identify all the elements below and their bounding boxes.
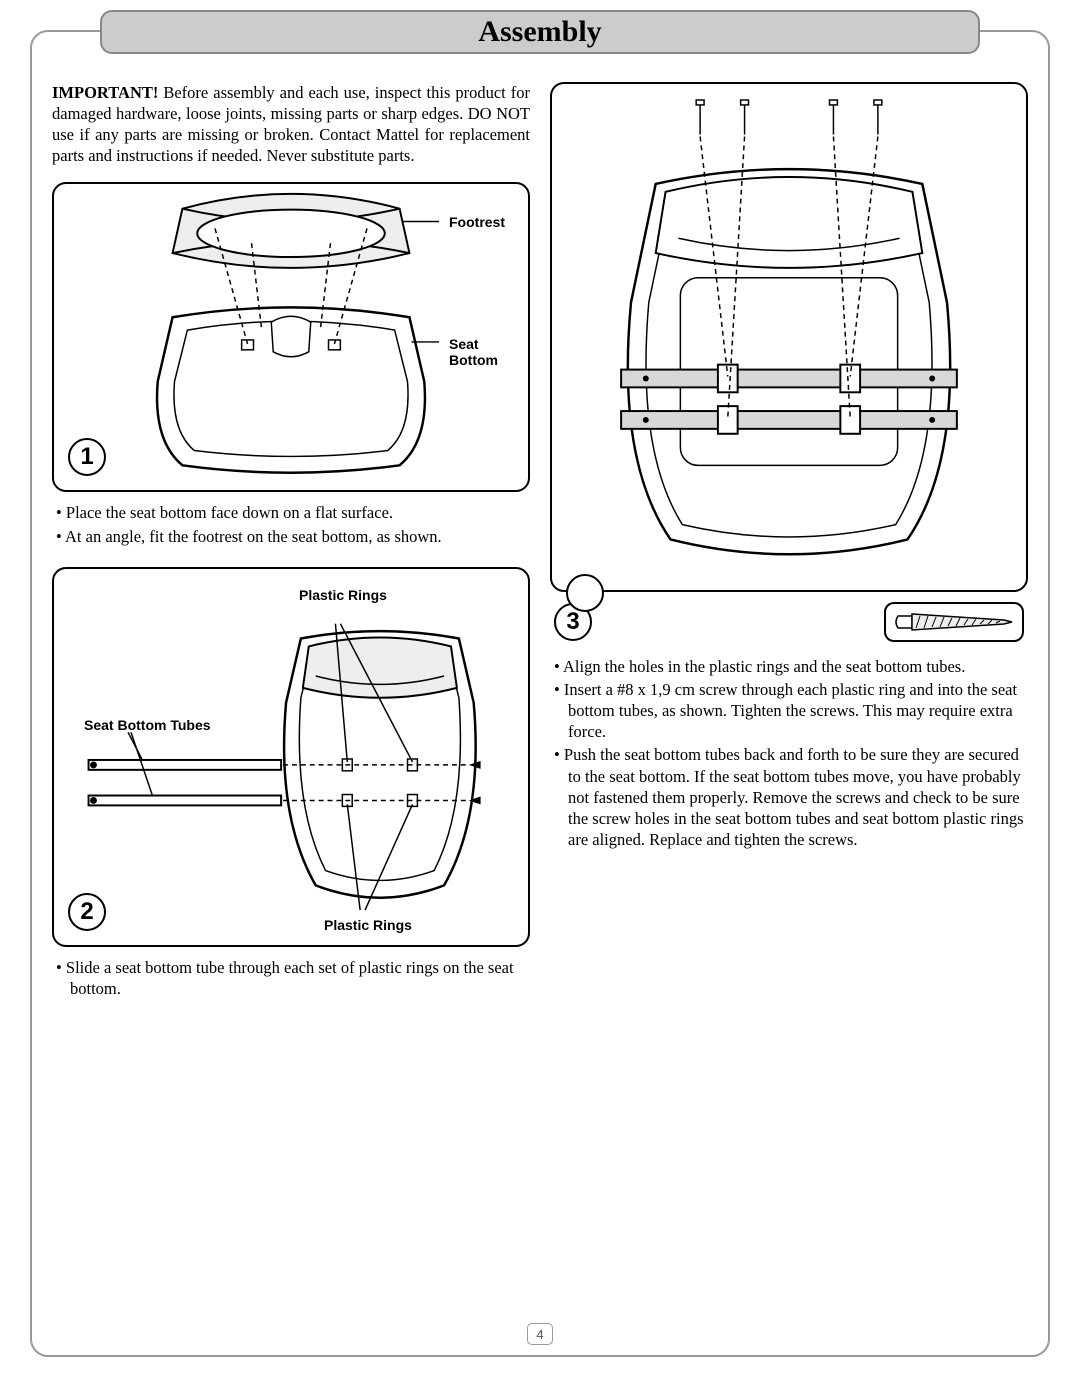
label-seat-bottom-tubes: Seat Bottom Tubes [84, 717, 211, 733]
step-3-instructions: • Align the holes in the plastic rings a… [554, 656, 1024, 852]
step-3-bullet-2: • Insert a #8 x 1,9 cm screw through eac… [554, 679, 1024, 742]
page: Assembly IMPORTANT! Before assembly and … [0, 0, 1080, 1397]
important-label: IMPORTANT! [52, 83, 158, 102]
page-frame: Assembly IMPORTANT! Before assembly and … [30, 30, 1050, 1357]
figure-3-drawing [552, 84, 1026, 590]
two-column-layout: IMPORTANT! Before assembly and each use,… [52, 82, 1028, 1335]
left-column: IMPORTANT! Before assembly and each use,… [52, 82, 530, 1335]
step-3-bullet-3: • Push the seat bottom tubes back and fo… [554, 744, 1024, 850]
step-3-bullet-1: • Align the holes in the plastic rings a… [554, 656, 1024, 677]
important-notice: IMPORTANT! Before assembly and each use,… [52, 82, 530, 166]
label-seat-bottom: Seat Bottom [449, 336, 528, 368]
figure-1-box: Footrest Seat Bottom 1 [52, 182, 530, 492]
screw-icon [894, 608, 1014, 636]
label-footrest: Footrest [449, 214, 505, 230]
page-number: 4 [527, 1323, 553, 1345]
label-plastic-rings-bottom: Plastic Rings [324, 917, 412, 933]
step-2-bullet-1: • Slide a seat bottom tube through each … [56, 957, 526, 999]
figure-2-drawing [54, 569, 528, 945]
right-column: 3 [550, 82, 1028, 1335]
step-3-number-placeholder [566, 574, 604, 612]
section-title: Assembly [100, 10, 980, 54]
screw-callout-box [884, 602, 1024, 642]
figure-2-box: Plastic Rings Seat Bottom Tubes Plastic … [52, 567, 530, 947]
step-2-instructions: • Slide a seat bottom tube through each … [56, 957, 526, 1001]
step-1-bullet-1: • Place the seat bottom face down on a f… [56, 502, 526, 523]
figure-3-box [550, 82, 1028, 592]
step-1-instructions: • Place the seat bottom face down on a f… [56, 502, 526, 548]
step-3-header-row: 3 [554, 602, 1024, 642]
label-plastic-rings-top: Plastic Rings [299, 587, 387, 603]
step-2-number: 2 [68, 893, 106, 931]
step-1-bullet-2: • At an angle, fit the footrest on the s… [56, 526, 526, 547]
